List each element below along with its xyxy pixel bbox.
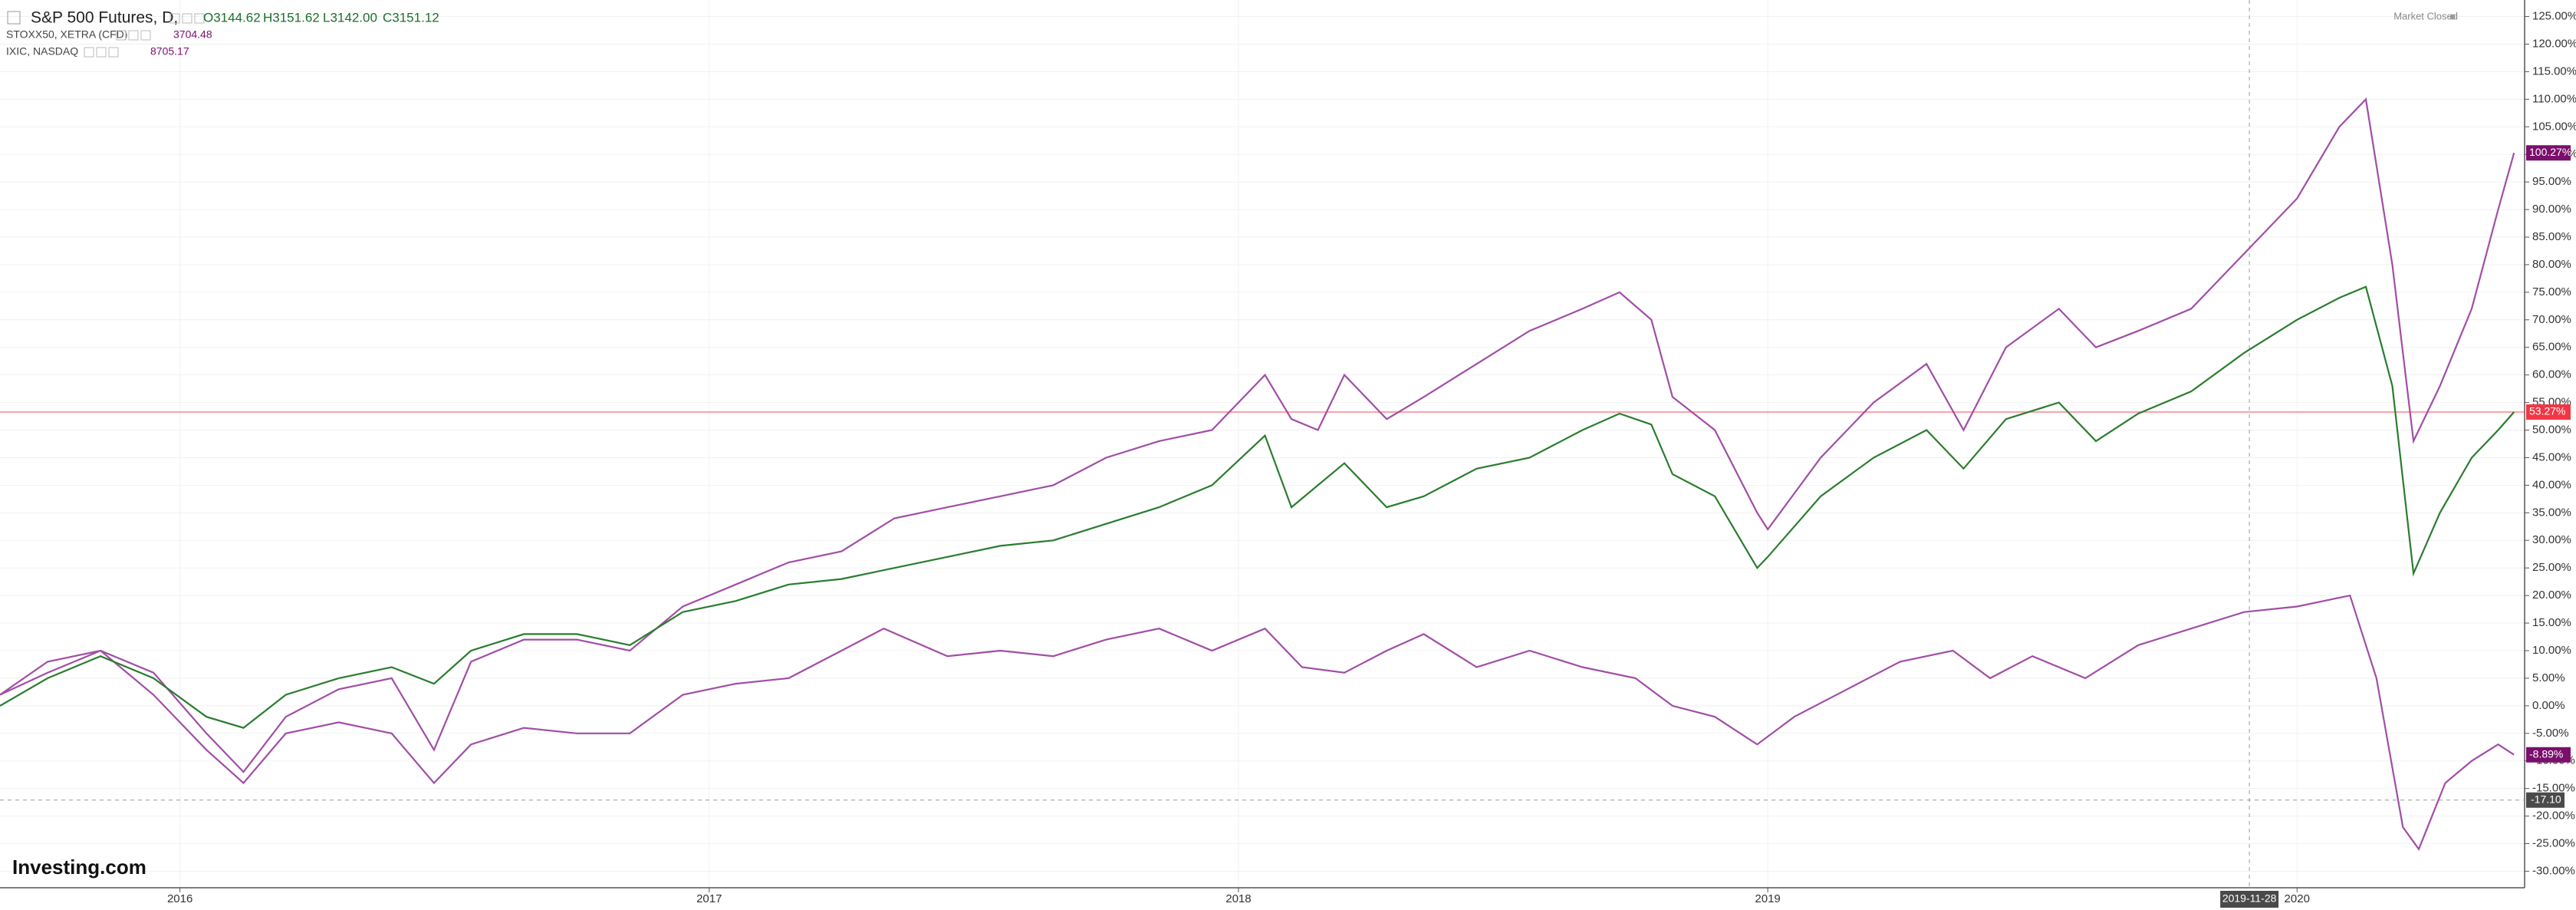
x-tick-label: 2016 [167, 892, 192, 905]
legend-icon [84, 47, 94, 58]
watermark: Investing.com [12, 856, 146, 879]
legend-icon [128, 30, 139, 41]
legend-ohlc: C3151.12 [383, 10, 439, 25]
series-line [0, 97, 2515, 773]
y-tick-label: 75.00% [2532, 285, 2571, 298]
y-tick-label: 30.00% [2532, 533, 2571, 546]
crosshair-y-box [2526, 792, 2564, 808]
legend-icon [108, 47, 119, 58]
legend-icon [96, 47, 107, 58]
y-tick-label: 85.00% [2532, 230, 2571, 243]
y-tick-label: 10.00% [2532, 644, 2571, 657]
y-tick-label: 15.00% [2532, 616, 2571, 629]
y-tick-label: 20.00% [2532, 589, 2571, 602]
crosshair-x-label: 2019-11-28 [2222, 892, 2277, 905]
last-value-label: 53.27% [2529, 405, 2565, 417]
x-tick-label: 2019 [1755, 892, 1780, 905]
market-status: Market Closed [2393, 10, 2458, 21]
last-value-label: -8.89% [2529, 747, 2563, 760]
crosshair-y-label: -17.10 [2531, 793, 2561, 805]
legend-series-price: 8705.17 [150, 45, 189, 58]
y-tick-label: 115.00% [2532, 64, 2576, 77]
y-tick-label: 25.00% [2532, 561, 2571, 574]
y-tick-label: 40.00% [2532, 478, 2571, 491]
x-tick-label: 2018 [1225, 892, 1251, 905]
status-dot [2449, 14, 2456, 20]
series-line [0, 285, 2515, 729]
y-tick-label: 60.00% [2532, 368, 2571, 381]
y-tick-label: 65.00% [2532, 341, 2571, 354]
y-tick-label: 95.00% [2532, 175, 2571, 188]
y-tick-label: 80.00% [2532, 258, 2571, 271]
last-value-box [2526, 747, 2571, 763]
legend-series-name: IXIC, NASDAQ [6, 45, 78, 58]
legend-ohlc: H3151.62 [263, 10, 320, 25]
legend-ohlc: O3144.62 [203, 10, 261, 25]
legend-icon [194, 13, 205, 24]
y-tick-label: 35.00% [2532, 506, 2571, 519]
y-tick-label: 105.00% [2532, 120, 2576, 133]
y-tick-label: -25.00% [2532, 836, 2575, 849]
y-tick-label: 50.00% [2532, 424, 2571, 437]
legend-collapse [7, 11, 21, 25]
y-tick-label: 45.00% [2532, 450, 2571, 463]
legend-icon [116, 30, 127, 41]
legend-icon [169, 13, 180, 24]
last-value-box [2526, 145, 2571, 161]
legend-icon [140, 30, 151, 41]
y-tick-label: -5.00% [2532, 727, 2569, 740]
y-tick-label: -15.00% [2532, 782, 2575, 795]
y-tick-label: 125.00% [2532, 10, 2576, 23]
legend-ohlc: L3142.00 [323, 10, 377, 25]
y-tick-label: 120.00% [2532, 37, 2576, 50]
legend-main: S&P 500 Futures, D, [31, 9, 178, 27]
y-tick-label: 0.00% [2532, 699, 2565, 712]
y-tick-label: 110.00% [2532, 92, 2576, 105]
y-tick-label: 70.00% [2532, 313, 2571, 326]
last-value-box [2526, 404, 2571, 420]
y-tick-label: 5.00% [2532, 671, 2565, 684]
legend-series-price: 3704.48 [173, 28, 212, 41]
y-tick-label: -30.00% [2532, 864, 2575, 877]
x-tick-label: 2017 [696, 892, 722, 905]
legend-series-name: STOXX50, XETRA (CFD) [6, 28, 127, 41]
crosshair-x-box [2220, 891, 2279, 908]
y-tick-label: -20.00% [2532, 809, 2575, 823]
legend-icon [182, 13, 192, 24]
last-value-label: 100.27% [2529, 146, 2571, 158]
y-tick-label: 90.00% [2532, 203, 2571, 216]
x-tick-label: 2020 [2285, 892, 2310, 905]
series-line [0, 594, 2515, 851]
